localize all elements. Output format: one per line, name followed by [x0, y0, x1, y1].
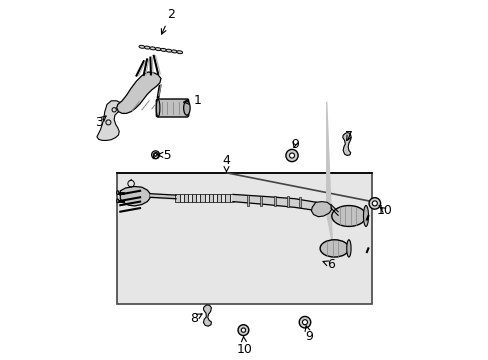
Polygon shape	[311, 202, 331, 217]
Text: 9: 9	[290, 138, 298, 150]
Bar	[217, 194, 221, 202]
Bar	[187, 194, 192, 202]
Ellipse shape	[117, 191, 119, 194]
Circle shape	[285, 149, 298, 162]
Bar	[175, 194, 179, 202]
Polygon shape	[232, 194, 316, 211]
Text: 2: 2	[161, 8, 174, 34]
Bar	[183, 194, 187, 202]
Ellipse shape	[320, 240, 348, 257]
Bar	[200, 194, 204, 202]
Ellipse shape	[156, 99, 160, 117]
Text: 10: 10	[236, 337, 252, 356]
Ellipse shape	[177, 51, 182, 54]
Circle shape	[302, 320, 307, 325]
Text: 6: 6	[323, 258, 334, 271]
Ellipse shape	[139, 45, 144, 48]
Bar	[246, 195, 249, 206]
Polygon shape	[117, 173, 371, 304]
Ellipse shape	[166, 49, 171, 52]
Ellipse shape	[144, 46, 150, 49]
Bar	[299, 197, 301, 207]
Polygon shape	[117, 72, 161, 113]
Text: 1: 1	[183, 94, 201, 107]
Circle shape	[238, 325, 248, 336]
Bar	[204, 194, 208, 202]
Circle shape	[151, 151, 159, 159]
Bar	[273, 196, 276, 206]
Circle shape	[368, 198, 380, 209]
Bar	[221, 194, 225, 202]
Circle shape	[289, 153, 294, 158]
Text: 3: 3	[95, 116, 106, 129]
Ellipse shape	[161, 48, 166, 51]
Bar	[259, 196, 261, 206]
Ellipse shape	[155, 48, 161, 51]
Ellipse shape	[346, 240, 350, 257]
Polygon shape	[203, 305, 211, 326]
Ellipse shape	[149, 47, 155, 50]
Circle shape	[154, 153, 157, 156]
Circle shape	[371, 201, 377, 206]
FancyBboxPatch shape	[156, 99, 188, 117]
Ellipse shape	[117, 199, 119, 203]
Circle shape	[299, 316, 310, 328]
Text: 7: 7	[344, 130, 352, 143]
Bar	[229, 194, 233, 202]
Bar	[192, 194, 196, 202]
Bar	[196, 194, 200, 202]
Ellipse shape	[331, 206, 365, 226]
Text: ø 5: ø 5	[152, 148, 171, 161]
Ellipse shape	[171, 50, 177, 53]
Text: 10: 10	[376, 204, 392, 217]
Text: 4: 4	[222, 154, 230, 172]
Bar	[225, 194, 229, 202]
Text: 8: 8	[190, 312, 202, 325]
Polygon shape	[97, 101, 122, 140]
Ellipse shape	[183, 101, 190, 115]
Polygon shape	[342, 132, 350, 156]
Circle shape	[241, 328, 245, 332]
Bar	[212, 194, 217, 202]
Bar	[208, 194, 212, 202]
Bar	[179, 194, 183, 202]
Ellipse shape	[363, 206, 368, 226]
Bar	[286, 197, 288, 207]
Polygon shape	[120, 186, 150, 206]
Text: 9: 9	[305, 326, 313, 343]
